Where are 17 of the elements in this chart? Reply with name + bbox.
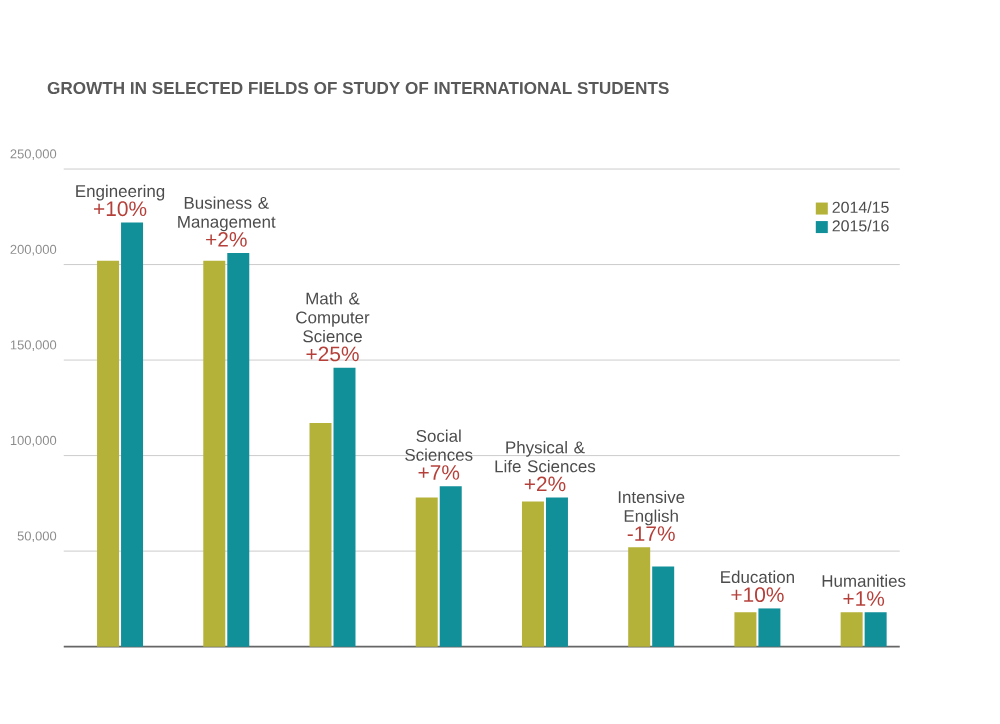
x-tick-label: Humanities <box>822 574 906 587</box>
chart-title: GROWTH IN SELECTED FIELDS OF STUDY OF INTERNATIONAL STUDENTS <box>47 81 669 95</box>
annotation: -17% <box>627 526 675 541</box>
x-tick-label: Business & Management <box>178 196 276 232</box>
x-tick-label: Intensive English <box>618 490 685 526</box>
annotation: +1% <box>843 591 885 606</box>
x-tick-label: Social Sciences <box>405 429 473 461</box>
annotation: +2% <box>524 476 566 492</box>
x-tick-label: Math & Computer Science <box>296 292 370 343</box>
x-tick-label: Engineering <box>76 184 165 201</box>
annotation: +25% <box>306 346 359 362</box>
x-tick-label: Physical & Life Sciences <box>495 440 596 473</box>
x-tick-label: Education <box>721 570 794 584</box>
annotation: +10% <box>731 587 784 603</box>
annotation: +7% <box>418 465 460 480</box>
annotation: +10% <box>94 201 147 217</box>
annotation: +2% <box>206 231 247 247</box>
